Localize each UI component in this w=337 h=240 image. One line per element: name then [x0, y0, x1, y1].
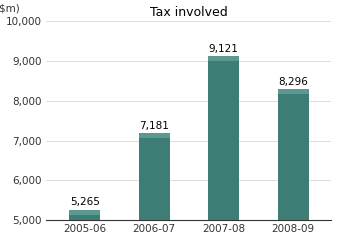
Bar [139, 133, 170, 138]
Text: 5,265: 5,265 [70, 197, 100, 207]
Bar [139, 138, 170, 220]
Bar [278, 94, 309, 220]
Text: 7,181: 7,181 [139, 121, 169, 131]
Text: 8,296: 8,296 [278, 77, 308, 87]
Bar [278, 89, 309, 94]
Text: 9,121: 9,121 [209, 44, 239, 54]
Bar [208, 61, 239, 220]
Text: ($m): ($m) [0, 3, 20, 13]
Bar [69, 215, 100, 220]
Title: Tax involved: Tax involved [150, 6, 228, 18]
Bar [208, 56, 239, 61]
Bar [69, 210, 100, 215]
